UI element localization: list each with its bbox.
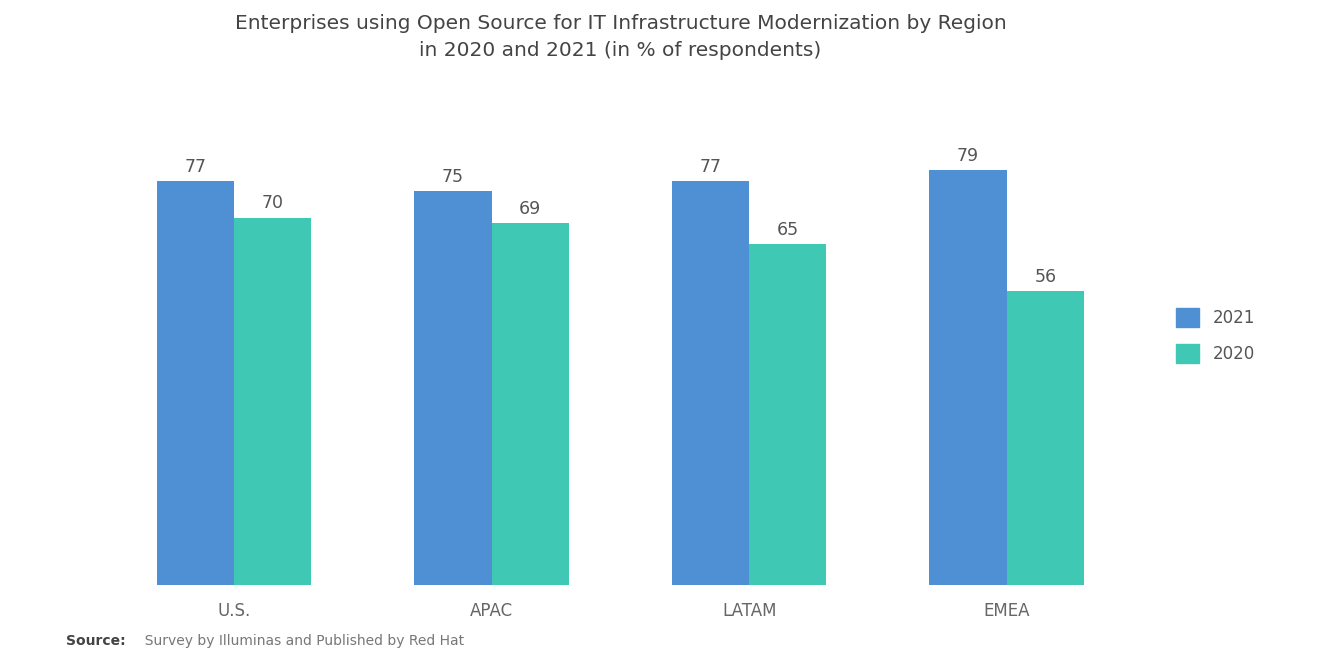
Bar: [1007, 291, 1084, 585]
Text: 79: 79: [957, 147, 979, 165]
Bar: [157, 181, 234, 585]
Bar: [750, 244, 826, 585]
Text: 77: 77: [700, 158, 722, 176]
Bar: [491, 223, 569, 585]
Bar: [672, 181, 750, 585]
Text: 69: 69: [519, 200, 541, 217]
Title: Enterprises using Open Source for IT Infrastructure Modernization by Region
in 2: Enterprises using Open Source for IT Inf…: [235, 15, 1006, 60]
Text: 75: 75: [442, 168, 465, 186]
Text: 56: 56: [1035, 268, 1056, 286]
Text: 77: 77: [185, 158, 206, 176]
Bar: [929, 170, 1007, 585]
Text: Survey by Illuminas and Published by Red Hat: Survey by Illuminas and Published by Red…: [136, 634, 465, 648]
Legend: 2021, 2020: 2021, 2020: [1167, 300, 1263, 372]
Bar: [234, 217, 312, 585]
Text: 70: 70: [261, 194, 284, 212]
Text: Source:: Source:: [66, 634, 125, 648]
Text: 65: 65: [776, 221, 799, 239]
Bar: [414, 192, 491, 585]
